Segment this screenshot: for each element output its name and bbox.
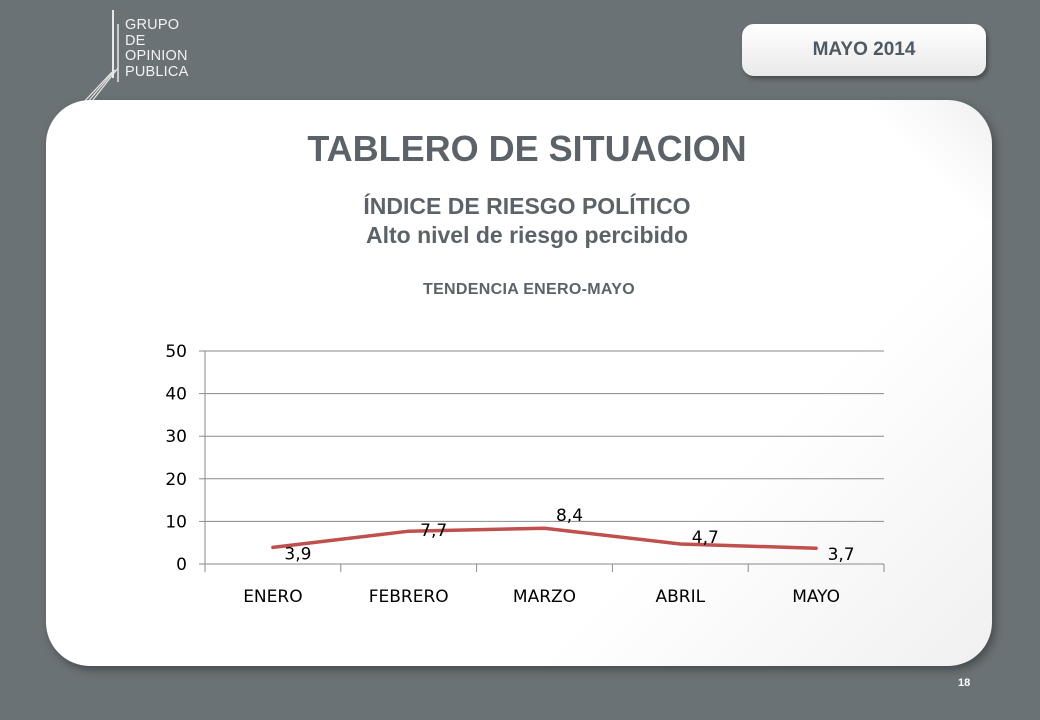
x-tick-label: MARZO — [513, 587, 576, 607]
logo-line: DE — [125, 32, 146, 49]
date-label: MAYO 2014 — [812, 39, 916, 60]
logo-mark-icon — [85, 10, 119, 105]
data-label: 3,9 — [284, 544, 311, 564]
data-label: 8,4 — [556, 506, 583, 526]
y-tick-label: 20 — [165, 470, 187, 490]
x-tick-label: ABRIL — [656, 587, 706, 607]
series-line — [271, 526, 818, 550]
data-label: 7,7 — [420, 521, 447, 541]
y-tick-label: 0 — [176, 555, 187, 575]
data-label: 3,7 — [828, 545, 855, 565]
logo-line: PUBLICA — [125, 63, 189, 80]
y-tick-label: 10 — [165, 512, 187, 532]
page-curl — [872, 100, 992, 220]
date-badge: MAYO 2014 — [742, 24, 986, 76]
logo-line: GRUPO — [125, 17, 180, 33]
page-title: TABLERO DE SITUACION — [307, 128, 747, 169]
y-tick-label: 50 — [165, 342, 187, 362]
x-tick-label: FEBRERO — [369, 587, 449, 607]
logo-text: GRUPO DE OPINION PUBLICA — [125, 17, 189, 80]
y-tick-label: 30 — [165, 427, 187, 447]
y-tick-label: 40 — [165, 385, 187, 405]
index-title: ÍNDICE DE RIESGO POLÍTICO — [363, 193, 691, 219]
page-number: 18 — [958, 677, 971, 689]
content-card — [46, 100, 992, 666]
trend-label: TENDENCIA ENERO-MAYO — [423, 281, 635, 298]
index-subtitle: Alto nivel de riesgo percibido — [365, 222, 689, 248]
logo: GRUPO DE OPINION PUBLICA — [85, 10, 225, 105]
x-tick-label: MAYO — [792, 587, 840, 607]
logo-line: OPINION — [125, 48, 188, 64]
data-label: 4,7 — [692, 528, 719, 548]
x-tick-label: ENERO — [243, 587, 302, 607]
